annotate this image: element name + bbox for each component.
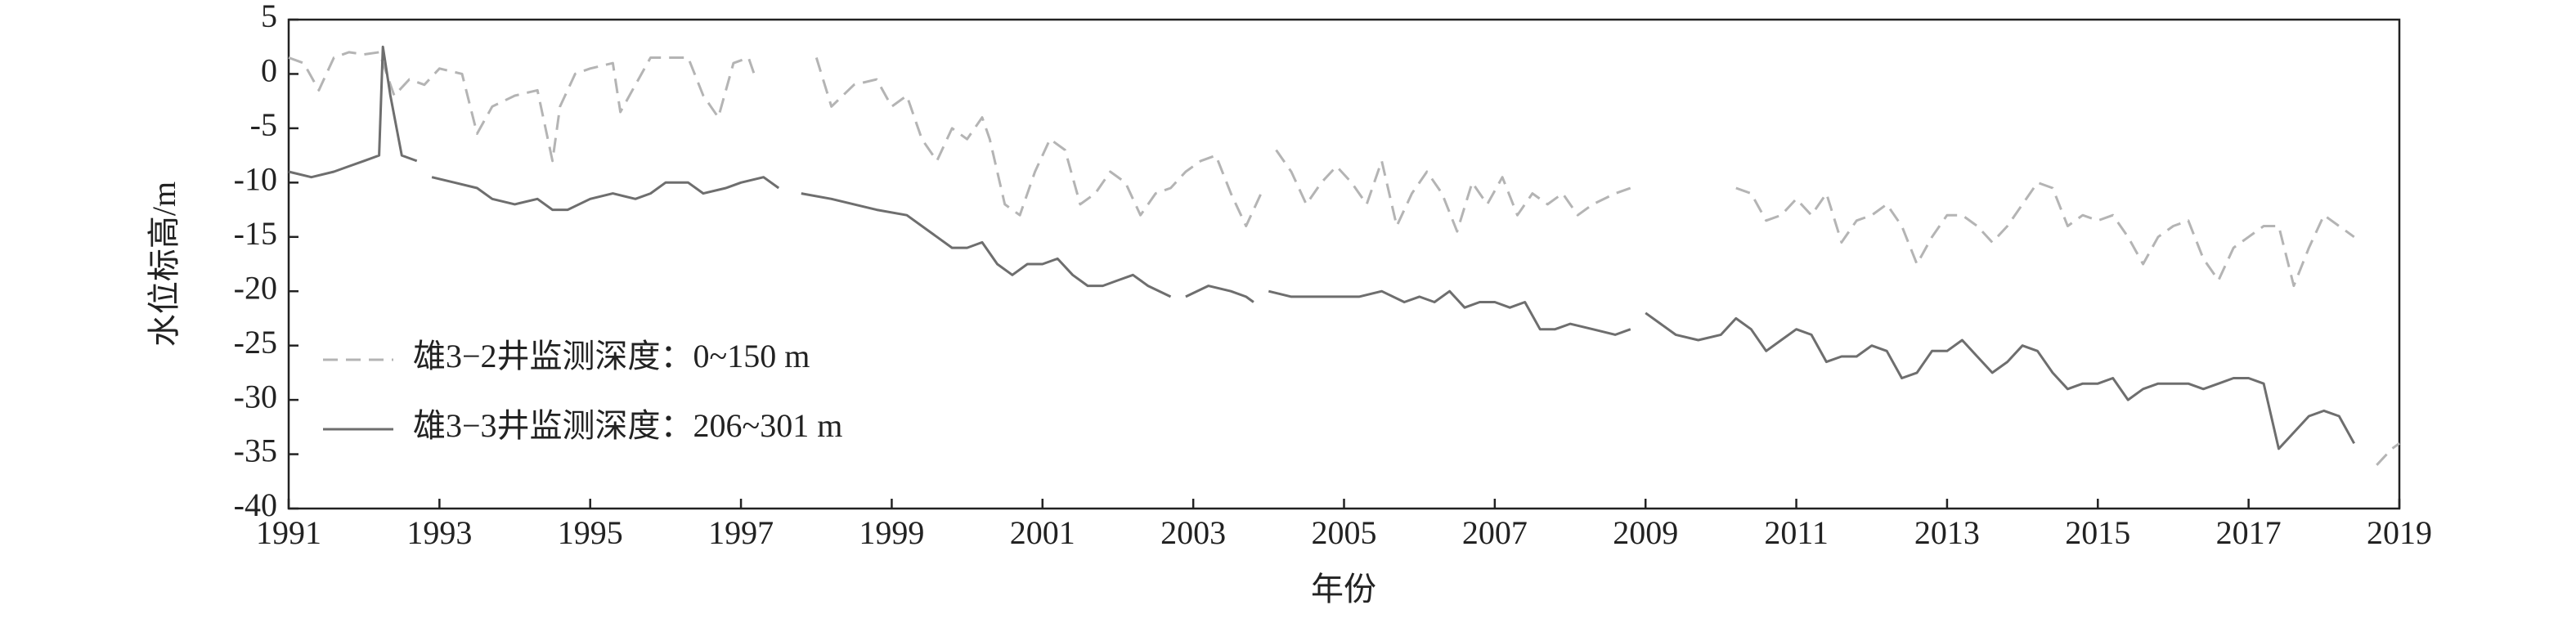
- legend-label: 雄3−2井监测深度：0~150 m: [413, 338, 810, 374]
- x-tick-label: 1993: [406, 514, 472, 551]
- y-tick-label: -5: [250, 106, 277, 143]
- x-tick-label: 2017: [2216, 514, 2282, 551]
- y-tick-label: -35: [234, 433, 277, 469]
- x-tick-label: 1999: [859, 514, 924, 551]
- x-tick-label: 1997: [708, 514, 774, 551]
- y-tick-label: 0: [261, 52, 277, 89]
- x-tick-label: 2015: [2065, 514, 2130, 551]
- x-tick-label: 2019: [2367, 514, 2432, 551]
- legend-label: 雄3−3井监测深度：206~301 m: [413, 407, 842, 444]
- y-tick-label: -30: [234, 378, 277, 415]
- y-tick-label: -25: [234, 324, 277, 361]
- data-line: [288, 51, 2400, 466]
- x-tick-label: 2001: [1010, 514, 1075, 551]
- x-tick-label: 2007: [1462, 514, 1528, 551]
- y-axis-label: 水位标高/m: [146, 182, 182, 347]
- x-tick-label: 1995: [558, 514, 623, 551]
- x-tick-label: 2003: [1160, 514, 1226, 551]
- x-tick-label: 1991: [256, 514, 321, 551]
- x-tick-label: 2009: [1613, 514, 1678, 551]
- x-tick-label: 2013: [1914, 514, 1980, 551]
- y-tick-label: -15: [234, 215, 277, 252]
- y-tick-label: -10: [234, 161, 277, 198]
- y-tick-label: -20: [234, 269, 277, 306]
- y-tick-label: 5: [261, 0, 277, 34]
- x-tick-label: 2005: [1312, 514, 1377, 551]
- y-tick-label: -40: [234, 486, 277, 523]
- x-axis-label: 年份: [1311, 571, 1376, 607]
- data-line: [288, 45, 2356, 450]
- x-tick-label: 2011: [1764, 514, 1829, 551]
